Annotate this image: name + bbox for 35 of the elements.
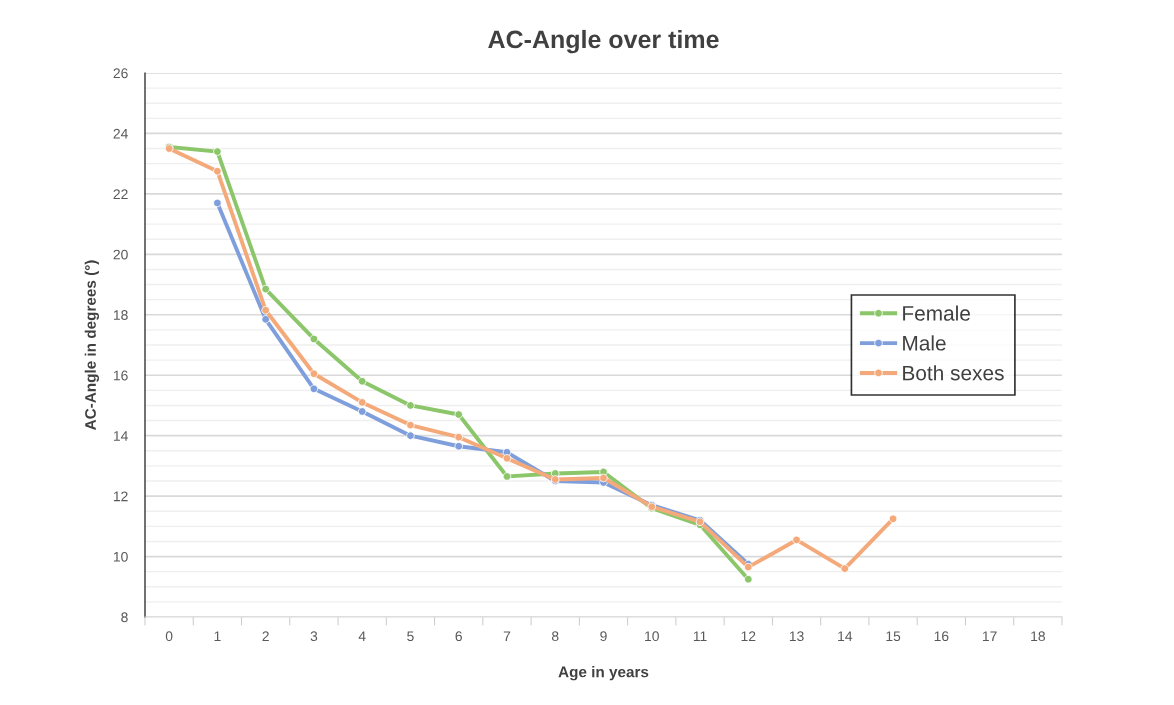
y-tick-label: 14 <box>113 431 128 441</box>
x-tick-label: 8 <box>551 631 559 642</box>
y-tick-label: 20 <box>113 249 128 260</box>
y-tick-label: 18 <box>113 310 128 320</box>
x-tick-label: 1 <box>214 631 221 641</box>
x-tick-label: 13 <box>789 631 804 642</box>
legend-label: Female <box>903 305 970 321</box>
x-tick-label: 12 <box>741 631 756 641</box>
y-tick-label: 24 <box>113 128 128 139</box>
x-tick-label: 5 <box>407 631 414 642</box>
y-tick-label: 26 <box>113 68 128 79</box>
x-tick-label: 10 <box>645 631 659 642</box>
x-tick-label: 16 <box>934 631 949 642</box>
x-axis-title: Age in years <box>558 666 649 681</box>
x-tick-label: 2 <box>262 631 269 641</box>
x-tick-label: 17 <box>982 631 997 641</box>
y-tick-label: 8 <box>121 612 128 623</box>
x-tick-label: 18 <box>1031 631 1045 642</box>
x-tick-label: 11 <box>693 631 707 641</box>
legend-label: Both sexes <box>903 365 1004 381</box>
legend-label: Male <box>903 335 946 351</box>
x-tick-label: 3 <box>310 631 318 642</box>
x-tick-label: 4 <box>358 631 366 641</box>
y-tick-label: 22 <box>113 189 128 199</box>
y-tick-label: 16 <box>113 370 128 381</box>
x-tick-label: 15 <box>886 631 901 642</box>
y-axis-title: AC-Angle in degrees (°) <box>84 260 99 431</box>
x-tick-label: 14 <box>838 631 853 641</box>
y-tick-label: 10 <box>113 551 128 562</box>
chart-title: AC-Angle over time <box>488 29 719 54</box>
y-tick-label: 12 <box>113 491 128 502</box>
x-tick-label: 0 <box>165 631 173 642</box>
x-tick-label: 7 <box>503 631 511 641</box>
x-tick-label: 6 <box>455 631 462 642</box>
x-tick-label: 9 <box>600 631 607 642</box>
